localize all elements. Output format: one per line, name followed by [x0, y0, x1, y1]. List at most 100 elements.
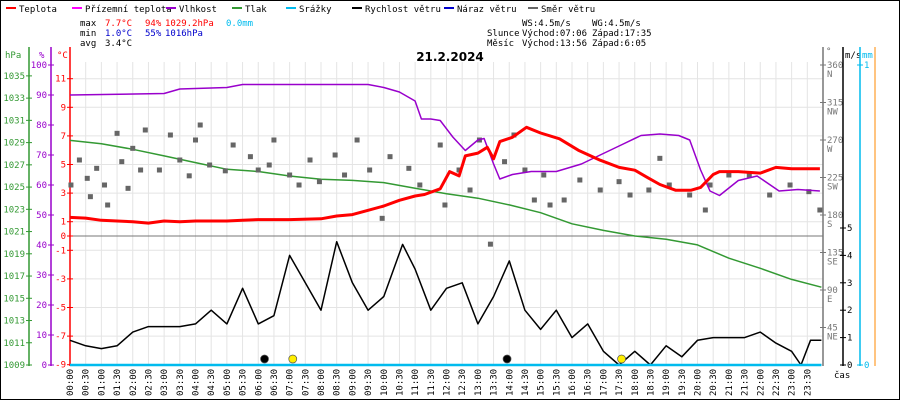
- direction-tick-label: 225: [827, 174, 843, 184]
- stats-min-humidity: 55%: [145, 29, 162, 39]
- temperature-tick-label: 11: [55, 75, 66, 85]
- x-tick-label: 13:00: [474, 369, 484, 396]
- wind-direction-point: [367, 167, 373, 173]
- grid: [69, 62, 824, 366]
- sun-set-marker: [617, 354, 626, 364]
- moon-set-marker: [260, 354, 269, 364]
- pressure-tick-label: 1025: [3, 183, 25, 193]
- wind-direction-point: [102, 182, 108, 188]
- temperature-tick-label: 5: [61, 161, 66, 171]
- pressure-tick-label: 1035: [3, 72, 25, 82]
- wind-axis-unit: m/s: [845, 51, 861, 61]
- legend-label: Vlhkost: [179, 5, 217, 15]
- humidity-tick-label: 50: [36, 211, 47, 221]
- wind-direction-point: [142, 127, 148, 133]
- temperature-tick-label: 1: [61, 218, 66, 228]
- humidity-tick-label: 30: [36, 271, 47, 281]
- wind-direction-point: [177, 157, 183, 163]
- wind-direction-point: [105, 202, 111, 208]
- temperature-tick-label: 0: [61, 232, 66, 242]
- pressure-axis-unit: hPa: [5, 51, 21, 61]
- wind-direction-point: [296, 182, 302, 188]
- wind-direction-point: [817, 207, 823, 213]
- wind-tick-label: 2: [847, 306, 852, 316]
- x-tick-label: 10:00: [380, 369, 390, 396]
- legend-swatch: [444, 7, 454, 9]
- wind-direction-point: [707, 182, 713, 188]
- humidity-tick-label: 70: [36, 151, 47, 161]
- stats-min-label: min: [80, 29, 96, 39]
- wind-direction-point: [125, 185, 131, 191]
- pressure-tick-label: 1021: [3, 228, 25, 238]
- direction-compass-label: SW: [827, 183, 838, 193]
- wind-direction-point: [68, 182, 74, 188]
- wind-direction-point: [502, 159, 508, 165]
- stats-max-label: max: [80, 19, 97, 29]
- wind-direction-point: [94, 165, 100, 171]
- x-tick-label: 02:00: [129, 369, 139, 396]
- pressure-tick-label: 1017: [3, 272, 25, 282]
- stats-avg-label: avg: [80, 39, 96, 49]
- stats-max-pressure: 1029.2hPa: [165, 19, 214, 29]
- wind-direction-point: [230, 142, 236, 148]
- wind-direction-point: [222, 168, 228, 174]
- wind-direction-point: [266, 162, 272, 168]
- wind-direction-point: [119, 159, 125, 165]
- wind-gust-max: WG:4.5m/s: [592, 19, 641, 29]
- pressure-tick-label: 1009: [3, 361, 25, 371]
- wind-direction-point: [287, 172, 293, 178]
- direction-tick-label: 135: [827, 249, 843, 259]
- sun-rise-marker: [288, 354, 298, 364]
- stats-min-temp: 1.0°C: [105, 29, 132, 39]
- wind-tick-label: 4: [847, 251, 852, 261]
- humidity-tick-label: 40: [36, 241, 47, 251]
- sun-label: Slunce: [487, 29, 520, 39]
- x-tick-label: 06:00: [254, 369, 264, 396]
- pressure-tick-label: 1011: [3, 339, 25, 349]
- x-tick-label: 13:30: [490, 369, 500, 396]
- direction-tick-label: 90: [827, 286, 838, 296]
- wind-direction-point: [687, 192, 693, 198]
- legend-label: Srážky: [299, 5, 332, 15]
- wind-tick-label: 5: [847, 224, 852, 234]
- legend-swatch: [232, 7, 242, 9]
- x-tick-label: 14:30: [521, 369, 531, 396]
- wind-direction-point: [442, 202, 448, 208]
- wind-direction-point: [332, 152, 338, 158]
- wind-direction-point: [541, 172, 547, 178]
- wind-direction-point: [84, 175, 90, 181]
- wind-direction-point: [186, 173, 192, 179]
- wind-direction-point: [746, 172, 752, 178]
- humidity-tick-label: 20: [36, 301, 47, 311]
- wind-direction-point: [487, 241, 493, 247]
- stats-max-rain: 0.0mm: [226, 19, 253, 29]
- legend-label: Teplota: [19, 5, 57, 15]
- x-tick-label: 03:00: [160, 369, 170, 396]
- x-tick-label: 18:00: [631, 369, 641, 396]
- pressure-tick-label: 1033: [3, 94, 25, 104]
- x-axis-ticks: 00:00 00:30 01:00 01:30 02:00 02:30 03:00 03:30…: [66, 369, 813, 396]
- x-tick-label: 12:00: [443, 369, 453, 396]
- pressure-tick-label: 1013: [3, 317, 25, 327]
- temperature-tick-label: 9: [61, 103, 66, 113]
- series-pressure-line: [69, 139, 822, 288]
- rain-axis-unit: mm: [862, 51, 873, 61]
- legend-label: Přízemní teplota: [85, 5, 172, 15]
- x-tick-label: 03:30: [176, 369, 186, 396]
- x-tick-label: 19:00: [662, 369, 672, 396]
- rain-tick-label: 0: [864, 361, 869, 371]
- x-tick-label: 20:30: [709, 369, 719, 396]
- pressure-tick-label: 1015: [3, 294, 25, 304]
- legend-swatch: [72, 7, 82, 9]
- direction-compass-label: E: [827, 295, 832, 305]
- wind-direction-point: [247, 154, 253, 160]
- direction-compass-label: NE: [827, 333, 838, 343]
- x-tick-label: 15:30: [552, 369, 562, 396]
- direction-compass-label: SE: [827, 258, 838, 268]
- direction-tick-label: 315: [827, 99, 843, 109]
- astro-info: WS:4.5m/s WG:4.5m/s Slunce Východ:07:06 …: [487, 19, 652, 49]
- wind-direction-point: [87, 194, 93, 200]
- legend-label: Tlak: [245, 5, 267, 15]
- sun-set: Západ:17:35: [592, 29, 652, 39]
- legend-label: Náraz větru: [457, 5, 517, 15]
